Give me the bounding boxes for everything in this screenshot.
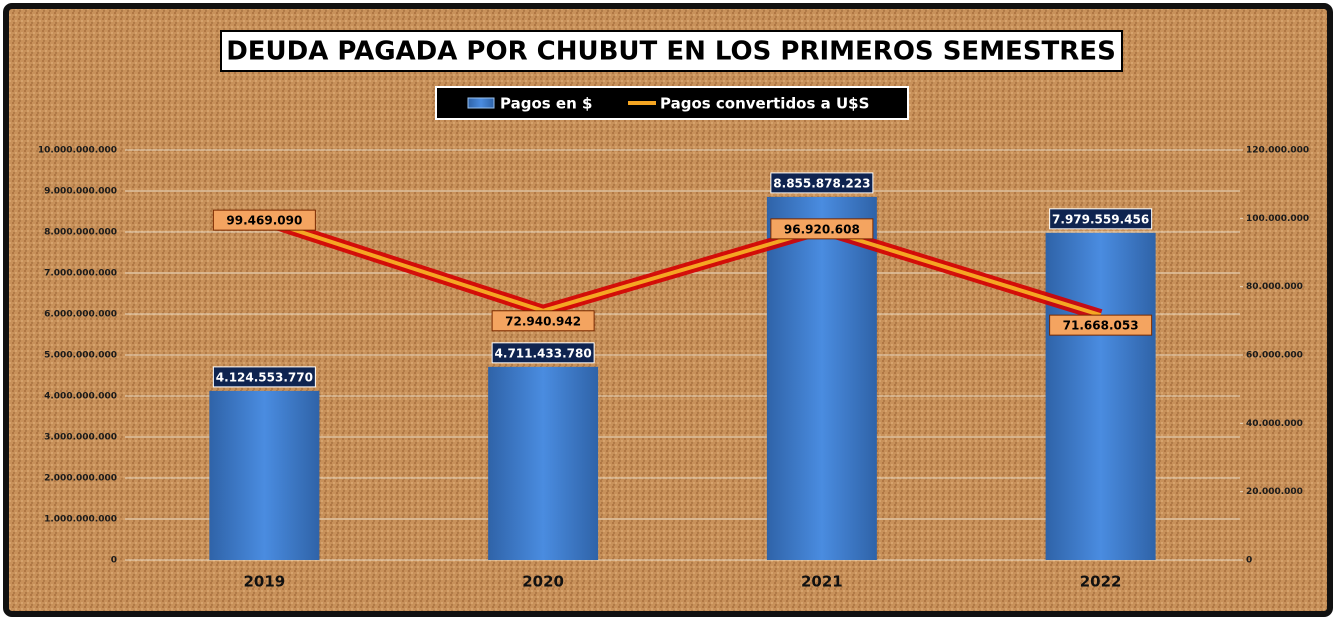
y-tick-label: 4.000.000.000	[44, 392, 117, 402]
bar	[1045, 232, 1156, 560]
bar-value-label-box	[770, 172, 874, 194]
legend-label: Pagos en $	[500, 95, 592, 113]
bar-value-label: 7.979.559.456	[1052, 212, 1149, 226]
title-box	[220, 30, 1123, 72]
x-tick-label: 2019	[244, 573, 286, 591]
legend-swatch	[467, 97, 495, 109]
y-tick-label: 7.000.000.000	[44, 269, 117, 279]
line-value-label: 99.469.090	[226, 214, 302, 228]
y-tick-label: 5.000.000.000	[44, 351, 117, 361]
x-tick-label: 2020	[522, 573, 564, 591]
chart-background	[3, 3, 1333, 617]
bar	[209, 390, 320, 560]
x-tick-label: 2022	[1080, 573, 1122, 591]
bar-value-label: 4.711.433.780	[495, 346, 592, 360]
line-value-label-box	[770, 218, 874, 240]
line	[263, 218, 1102, 318]
y-tick-label: 1.000.000.000	[44, 515, 117, 525]
bar-value-label-box	[1049, 208, 1153, 230]
bar-value-label: 4.124.553.770	[216, 370, 313, 384]
y-tick-label: 8.000.000.000	[44, 228, 117, 238]
y2-tick-label: 100.000.000	[1246, 214, 1309, 224]
line-value-label: 96.920.608	[784, 222, 860, 236]
chart-title: DEUDA PAGADA POR CHUBUT EN LOS PRIMEROS …	[226, 37, 1116, 67]
x-tick-label: 2021	[801, 573, 843, 591]
bar	[488, 366, 599, 560]
legend-label: Pagos convertidos a U$S	[660, 95, 869, 113]
line-value-label-box	[491, 310, 595, 332]
y-tick-label: 2.000.000.000	[44, 474, 117, 484]
y-tick-label: 0	[111, 556, 117, 566]
y-tick-label: 3.000.000.000	[44, 433, 117, 443]
line-value-label: 72.940.942	[505, 314, 581, 328]
y2-tick-label: 40.000.000	[1246, 419, 1303, 429]
bar-value-label-box	[212, 366, 316, 388]
y-tick-label: 10.000.000.000	[38, 146, 117, 156]
y2-tick-label: 80.000.000	[1246, 282, 1303, 292]
bar	[766, 196, 877, 560]
bar-value-label: 8.855.878.223	[773, 176, 870, 190]
legend	[435, 86, 909, 120]
y-tick-label: 6.000.000.000	[44, 310, 117, 320]
y2-tick-label: 0	[1246, 556, 1252, 566]
y2-tick-label: 120.000.000	[1246, 146, 1309, 156]
line-value-label-box	[212, 209, 316, 231]
bar-value-label-box	[491, 342, 595, 364]
y2-tick-label: 60.000.000	[1246, 351, 1303, 361]
line-value-label: 71.668.053	[1063, 319, 1139, 333]
line-value-label-box	[1049, 314, 1153, 336]
y2-tick-label: 20.000.000	[1246, 487, 1303, 497]
y-tick-label: 9.000.000.000	[44, 187, 117, 197]
